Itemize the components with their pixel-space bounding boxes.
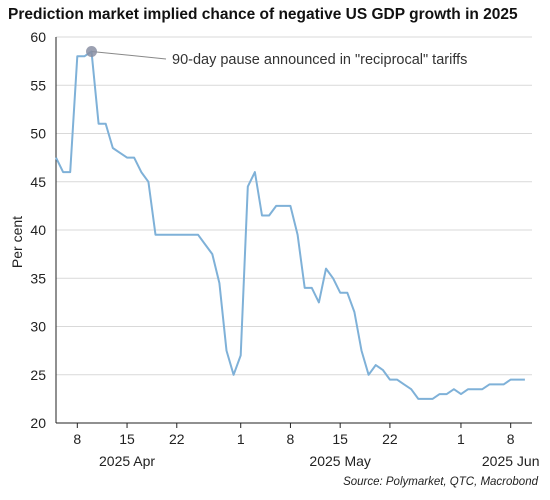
y-tick-label: 35 <box>30 270 46 286</box>
y-tick-label: 30 <box>30 319 46 335</box>
y-tick-label: 55 <box>30 77 46 93</box>
x-tick-label: 1 <box>457 431 465 447</box>
y-tick-label: 45 <box>30 174 46 190</box>
chart-title: Prediction market implied chance of nega… <box>8 6 518 23</box>
annotation-leader <box>91 50 167 60</box>
series-line-0 <box>55 50 525 400</box>
y-tick-label: 40 <box>30 222 46 238</box>
x-tick-label: 1 <box>237 431 245 447</box>
annotation-marker <box>86 45 98 57</box>
y-tick-label: 25 <box>30 367 46 383</box>
x-tick-label: 22 <box>169 431 185 447</box>
x-tick-label: 8 <box>73 431 81 447</box>
source-note: Source: Polymarket, QTC, Macrobond <box>343 476 538 488</box>
y-tick-label: 50 <box>30 126 46 142</box>
y-tick-label: 20 <box>30 415 46 431</box>
x-tick-label: 22 <box>382 431 398 447</box>
x-month-label: 2025 Apr <box>99 453 155 469</box>
y-axis-label: Per cent <box>9 216 25 268</box>
y-tick-label: 60 <box>30 29 46 45</box>
x-tick-label: 15 <box>119 431 135 447</box>
annotation-label: 90-day pause announced in "reciprocal" t… <box>172 52 467 68</box>
x-month-label: 2025 May <box>309 453 370 469</box>
x-tick-label: 8 <box>287 431 295 447</box>
x-tick-label: 15 <box>332 431 348 447</box>
x-tick-label: 8 <box>507 431 515 447</box>
x-month-label: 2025 Jun <box>482 453 540 469</box>
